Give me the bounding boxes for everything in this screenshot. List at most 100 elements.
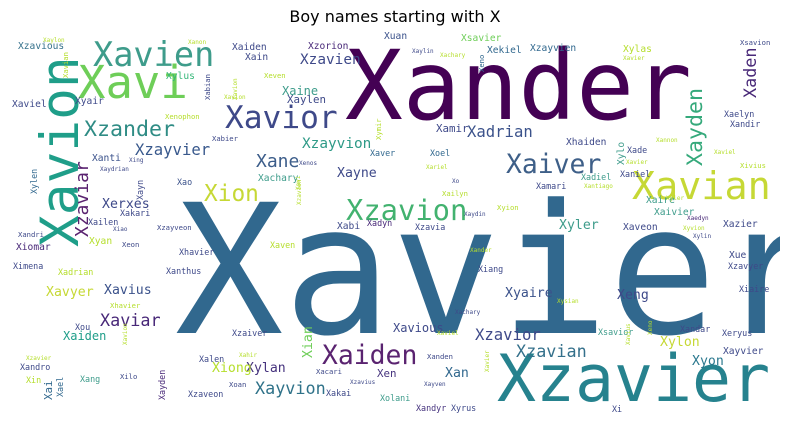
cloud-word: Xachary bbox=[258, 173, 299, 184]
cloud-word: Xaver bbox=[370, 148, 396, 158]
cloud-word: Xayven bbox=[424, 381, 446, 388]
cloud-word: Xaiden bbox=[322, 340, 418, 371]
cloud-word: Xyaire bbox=[505, 286, 553, 301]
cloud-word: Xian bbox=[301, 326, 316, 358]
cloud-word: Xavyer bbox=[46, 285, 94, 300]
cloud-word: Xolani bbox=[380, 393, 411, 403]
cloud-word: Xylas bbox=[623, 44, 652, 55]
cloud-word: Xandri bbox=[18, 230, 44, 239]
cloud-word: Xin bbox=[26, 375, 42, 385]
cloud-word: Xyion bbox=[497, 203, 519, 212]
cloud-word: Xzavien bbox=[300, 52, 361, 68]
cloud-word: Xzayvion bbox=[302, 136, 372, 152]
cloud-word: Xain bbox=[245, 52, 269, 63]
cloud-word: Xhavier bbox=[179, 247, 215, 257]
cloud-word: Xiaire bbox=[739, 284, 770, 294]
cloud-word: Xou bbox=[75, 322, 91, 332]
cloud-word: Xo bbox=[452, 178, 460, 185]
cloud-word: Xzayvier bbox=[135, 141, 211, 159]
cloud-word: Xavior bbox=[225, 100, 338, 136]
cloud-word: Xzavier bbox=[497, 342, 771, 417]
cloud-word: Xhavier bbox=[110, 301, 141, 310]
word-cloud: Xavier Xander Xzavier Xavion Xavi Xavien Xavia… bbox=[10, 32, 780, 418]
cloud-word: Xeno bbox=[477, 54, 486, 72]
cloud-word: Xzorion bbox=[308, 41, 349, 52]
cloud-word: Xaven bbox=[270, 240, 296, 250]
cloud-word: Xavian bbox=[61, 52, 70, 78]
cloud-word: Xayn bbox=[135, 179, 145, 200]
cloud-word: Xavier bbox=[623, 55, 645, 62]
cloud-word: Xaviar bbox=[100, 310, 161, 330]
cloud-word: Xavious bbox=[393, 321, 444, 335]
cloud-word: Xeno bbox=[647, 320, 654, 335]
cloud-word: Xaydin bbox=[464, 211, 486, 218]
cloud-word: Xavion bbox=[232, 78, 239, 100]
cloud-word: Xandir bbox=[730, 119, 761, 129]
cloud-word: Xavian bbox=[632, 164, 771, 209]
cloud-word: Xahir bbox=[239, 352, 258, 359]
cloud-word: Xannon bbox=[656, 137, 678, 144]
cloud-word: Xyan bbox=[89, 236, 113, 247]
cloud-word: Xane bbox=[256, 151, 300, 172]
cloud-word: Xakari bbox=[120, 208, 151, 218]
cloud-word: Xeryus bbox=[722, 328, 753, 338]
cloud-word: Xayvion bbox=[255, 378, 326, 398]
cloud-word: Xzayveon bbox=[157, 223, 192, 232]
cloud-word: Xadyn bbox=[367, 218, 393, 228]
cloud-word: Xylon bbox=[660, 335, 700, 350]
cloud-word: Xamari bbox=[536, 181, 567, 191]
cloud-word: Xaylin bbox=[412, 48, 434, 55]
cloud-word: Xysian bbox=[557, 298, 579, 305]
cloud-word: Xachary bbox=[440, 52, 466, 59]
cloud-word: Xyon bbox=[692, 354, 724, 369]
cloud-word: Xaden bbox=[740, 47, 760, 98]
cloud-word: Xzavion bbox=[346, 193, 468, 227]
cloud-word: Xiang bbox=[478, 264, 504, 274]
cloud-word: Xander bbox=[345, 32, 692, 142]
cloud-word: Xylus bbox=[166, 71, 195, 82]
cloud-word: Xion bbox=[204, 181, 259, 207]
cloud-word: Xi bbox=[612, 404, 623, 414]
cloud-word: Xalen bbox=[199, 354, 225, 364]
cloud-word: Xoan bbox=[229, 380, 247, 389]
cloud-word: Xao bbox=[177, 177, 193, 187]
cloud-word: Xyler bbox=[666, 195, 685, 202]
cloud-word: Xue bbox=[729, 250, 747, 261]
cloud-word: Xeven bbox=[264, 71, 286, 80]
cloud-word: Xachary bbox=[455, 309, 481, 316]
cloud-word: Xzavier bbox=[26, 355, 52, 362]
cloud-word: Xylan bbox=[246, 361, 286, 376]
cloud-word: Xael bbox=[55, 376, 65, 397]
cloud-word: Xaivier bbox=[654, 207, 695, 218]
cloud-word: Xandyr bbox=[416, 403, 447, 413]
cloud-word: Xuan bbox=[384, 32, 408, 42]
cloud-word: Xayne bbox=[337, 166, 377, 181]
cloud-word: Xivius bbox=[740, 161, 766, 170]
cloud-word: Xyvion bbox=[683, 225, 705, 232]
cloud-word: Xayden bbox=[157, 369, 167, 400]
cloud-word: Xaiver bbox=[506, 149, 602, 180]
cloud-word: Xylen bbox=[29, 168, 39, 194]
cloud-word: Xantiago bbox=[584, 183, 613, 190]
cloud-word: Xaviel bbox=[714, 149, 736, 156]
cloud-word: Xanti bbox=[92, 153, 121, 164]
cloud-word: Xai bbox=[42, 380, 55, 400]
cloud-word: Xanden bbox=[427, 352, 453, 361]
cloud-word: Xaviel bbox=[12, 99, 47, 110]
cloud-word: Xavier bbox=[175, 167, 780, 376]
cloud-word: Xabier bbox=[212, 134, 238, 143]
cloud-word: Xang bbox=[80, 374, 101, 384]
cloud-word: Xenophon bbox=[165, 112, 200, 121]
cloud-word: Xayvier bbox=[723, 346, 764, 357]
cloud-word: Xaylen bbox=[287, 93, 327, 106]
cloud-word: Xavion bbox=[122, 323, 129, 345]
cloud-word: Xavion bbox=[224, 94, 246, 101]
cloud-word: Xeon bbox=[122, 240, 140, 249]
cloud-word: Xacari bbox=[316, 367, 342, 376]
cloud-word: Xaine bbox=[282, 84, 319, 98]
cloud-word: Xaiden bbox=[232, 42, 267, 53]
cloud-word: Xadiel bbox=[581, 172, 612, 182]
cloud-word: Xaniel bbox=[620, 169, 651, 179]
cloud-word: Xayden bbox=[683, 87, 708, 166]
cloud-word: Xsavion bbox=[740, 38, 771, 47]
